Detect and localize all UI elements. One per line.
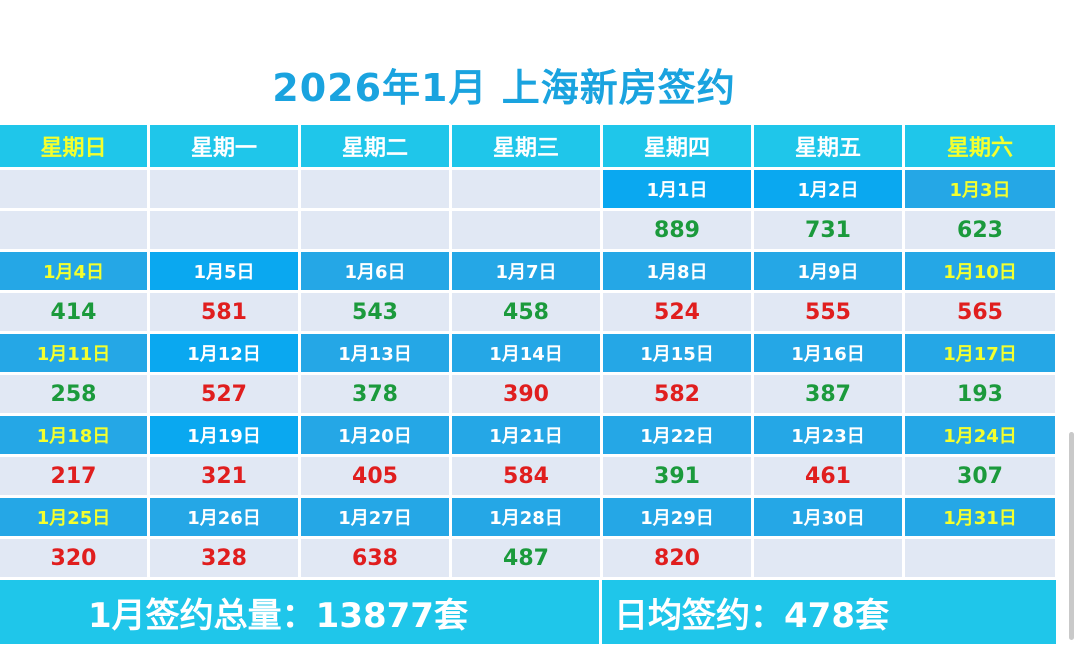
date-cell-friday: 1月16日 xyxy=(754,334,905,375)
date-cell-saturday: 1月3日 xyxy=(905,170,1055,211)
empty-date-cell xyxy=(150,170,301,211)
date-cell-wednesday: 1月21日 xyxy=(452,416,603,457)
signing-value-monday: 321 xyxy=(150,457,301,498)
date-cell-friday: 1月23日 xyxy=(754,416,905,457)
date-cell-saturday: 1月31日 xyxy=(905,498,1055,539)
weekday-header-friday: 星期五 xyxy=(754,125,905,170)
signing-value-thursday: 889 xyxy=(603,211,754,252)
date-row: 1月18日 1月19日 1月20日 1月21日 1月22日 1月23日 1月24日 xyxy=(0,416,1056,457)
date-cell-tuesday: 1月6日 xyxy=(301,252,452,293)
weekday-header-row: 星期日 星期一 星期二 星期三 星期四 星期五 星期六 xyxy=(0,125,1056,170)
date-cell-sunday: 1月18日 xyxy=(0,416,150,457)
signing-value-monday: 527 xyxy=(150,375,301,416)
value-row: 320 328 638 487 820 xyxy=(0,539,1056,580)
date-row: 1月25日 1月26日 1月27日 1月28日 1月29日 1月30日 1月31日 xyxy=(0,498,1056,539)
date-cell-sunday: 1月25日 xyxy=(0,498,150,539)
date-cell-monday: 1月19日 xyxy=(150,416,301,457)
signing-value-sunday: 258 xyxy=(0,375,150,416)
date-cell-sunday: 1月4日 xyxy=(0,252,150,293)
signing-value-friday: 461 xyxy=(754,457,905,498)
weekday-header-monday: 星期一 xyxy=(150,125,301,170)
monthly-total: 1月签约总量：13877套 xyxy=(0,580,602,644)
signing-value-friday: 387 xyxy=(754,375,905,416)
date-cell-tuesday: 1月27日 xyxy=(301,498,452,539)
signing-value-monday: 328 xyxy=(150,539,301,580)
signing-value-saturday: 193 xyxy=(905,375,1055,416)
signing-value-sunday: 320 xyxy=(0,539,150,580)
date-cell-thursday: 1月15日 xyxy=(603,334,754,375)
calendar-weeks: 1月1日 1月2日 1月3日 889 731 623 1月4日 1月5日 1月6日 1月7日 1月8… xyxy=(0,170,1056,580)
signing-value-saturday: 307 xyxy=(905,457,1055,498)
signing-value-tuesday: 543 xyxy=(301,293,452,334)
date-cell-saturday: 1月17日 xyxy=(905,334,1055,375)
value-row: 889 731 623 xyxy=(0,211,1056,252)
date-row: 1月11日 1月12日 1月13日 1月14日 1月15日 1月16日 1月17日 xyxy=(0,334,1056,375)
signing-value-thursday: 582 xyxy=(603,375,754,416)
date-cell-tuesday: 1月20日 xyxy=(301,416,452,457)
date-cell-wednesday: 1月28日 xyxy=(452,498,603,539)
date-cell-thursday: 1月22日 xyxy=(603,416,754,457)
signing-value-friday: 555 xyxy=(754,293,905,334)
date-cell-friday: 1月9日 xyxy=(754,252,905,293)
date-cell-saturday: 1月24日 xyxy=(905,416,1055,457)
date-cell-thursday: 1月1日 xyxy=(603,170,754,211)
empty-value-cell xyxy=(905,539,1055,580)
summary-row: 1月签约总量：13877套 日均签约：478套 xyxy=(0,580,1056,644)
date-cell-wednesday: 1月14日 xyxy=(452,334,603,375)
signing-value-thursday: 391 xyxy=(603,457,754,498)
date-cell-monday: 1月26日 xyxy=(150,498,301,539)
date-cell-friday: 1月30日 xyxy=(754,498,905,539)
daily-average: 日均签约：478套 xyxy=(602,580,1056,644)
signing-value-saturday: 565 xyxy=(905,293,1055,334)
signing-value-wednesday: 458 xyxy=(452,293,603,334)
signing-value-tuesday: 378 xyxy=(301,375,452,416)
signing-value-saturday: 623 xyxy=(905,211,1055,252)
signing-value-friday: 731 xyxy=(754,211,905,252)
signing-value-sunday: 414 xyxy=(0,293,150,334)
date-row: 1月4日 1月5日 1月6日 1月7日 1月8日 1月9日 1月10日 xyxy=(0,252,1056,293)
date-cell-thursday: 1月8日 xyxy=(603,252,754,293)
value-row: 414 581 543 458 524 555 565 xyxy=(0,293,1056,334)
weekday-header-sunday: 星期日 xyxy=(0,125,150,170)
weekday-header-saturday: 星期六 xyxy=(905,125,1055,170)
signing-value-tuesday: 638 xyxy=(301,539,452,580)
signing-value-wednesday: 390 xyxy=(452,375,603,416)
scrollbar-thumb[interactable] xyxy=(1069,432,1074,640)
date-cell-wednesday: 1月7日 xyxy=(452,252,603,293)
empty-value-cell xyxy=(301,211,452,252)
empty-value-cell xyxy=(0,211,150,252)
empty-value-cell xyxy=(452,211,603,252)
empty-value-cell xyxy=(754,539,905,580)
value-row: 258 527 378 390 582 387 193 xyxy=(0,375,1056,416)
date-row: 1月1日 1月2日 1月3日 xyxy=(0,170,1056,211)
weekday-header-wednesday: 星期三 xyxy=(452,125,603,170)
date-cell-monday: 1月12日 xyxy=(150,334,301,375)
calendar-table: 星期日 星期一 星期二 星期三 星期四 星期五 星期六 1月1日 1月2日 1月3日… xyxy=(0,125,1056,644)
signing-value-wednesday: 487 xyxy=(452,539,603,580)
date-cell-thursday: 1月29日 xyxy=(603,498,754,539)
signing-value-monday: 581 xyxy=(150,293,301,334)
weekday-header-thursday: 星期四 xyxy=(603,125,754,170)
page-title: 2026年1月 上海新房签约 xyxy=(272,66,736,110)
empty-date-cell xyxy=(301,170,452,211)
empty-value-cell xyxy=(150,211,301,252)
date-cell-saturday: 1月10日 xyxy=(905,252,1055,293)
date-cell-sunday: 1月11日 xyxy=(0,334,150,375)
signing-value-sunday: 217 xyxy=(0,457,150,498)
date-cell-tuesday: 1月13日 xyxy=(301,334,452,375)
weekday-header-tuesday: 星期二 xyxy=(301,125,452,170)
signing-value-wednesday: 584 xyxy=(452,457,603,498)
signing-value-thursday: 820 xyxy=(603,539,754,580)
signing-value-tuesday: 405 xyxy=(301,457,452,498)
date-cell-friday: 1月2日 xyxy=(754,170,905,211)
empty-date-cell xyxy=(0,170,150,211)
date-cell-monday: 1月5日 xyxy=(150,252,301,293)
empty-date-cell xyxy=(452,170,603,211)
value-row: 217 321 405 584 391 461 307 xyxy=(0,457,1056,498)
signing-value-thursday: 524 xyxy=(603,293,754,334)
